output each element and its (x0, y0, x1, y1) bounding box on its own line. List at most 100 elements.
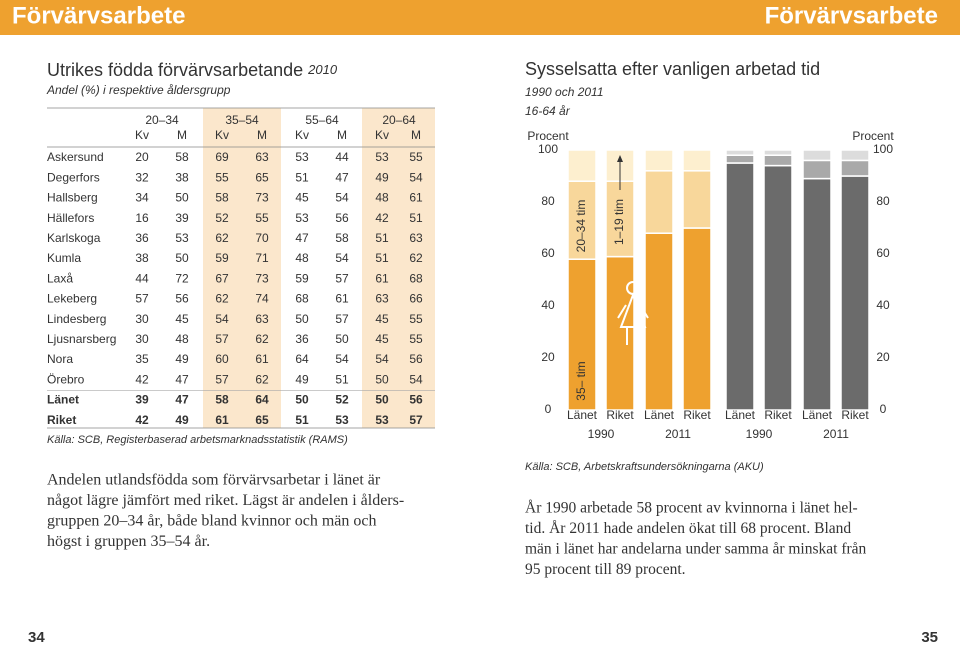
table-cell: 49 (175, 413, 189, 427)
table-cell: 67 (215, 271, 229, 285)
table-cell: 58 (175, 150, 189, 164)
table-cell: 68 (409, 271, 423, 285)
table-cell: 47 (175, 372, 189, 386)
table-cell: 51 (295, 413, 309, 427)
header-bar (0, 0, 960, 35)
row-label: Lekeberg (47, 292, 97, 306)
y2-tick-label: 0 (880, 402, 887, 416)
chart-source: Källa: SCB, Arbetskraftsundersökningarna… (525, 461, 764, 473)
chart-subtitle: 1990 och 2011 (525, 85, 604, 99)
y-axis-label: Procent (527, 129, 569, 143)
x-tick-label: Länet (567, 408, 598, 422)
table-cell: 49 (175, 352, 189, 366)
x-tick-label: Riket (841, 408, 869, 422)
row-label: Ljusnarsberg (47, 332, 116, 346)
bar-segment (682, 170, 712, 229)
label-arrowhead (617, 155, 623, 162)
table-cell: 16 (135, 211, 149, 225)
chart-subtitle2: 16-64 år (525, 104, 571, 118)
bar-segment (802, 159, 832, 180)
segment-label: 20–34 tim (574, 200, 588, 253)
bar-segment (605, 180, 635, 258)
bar-segment (725, 149, 755, 156)
bar-segment (763, 164, 793, 411)
table-cell: 58 (215, 191, 229, 205)
sub-header: M (337, 128, 347, 142)
table-cell: 54 (409, 372, 423, 386)
y-tick-label: 40 (541, 298, 555, 312)
table-cell: 48 (295, 251, 309, 265)
bar-segment (682, 227, 712, 411)
table-cell: 64 (295, 352, 309, 366)
table-cell: 50 (175, 251, 189, 265)
x-tick-label: Riket (764, 408, 792, 422)
table-cell: 53 (375, 150, 389, 164)
bar-segment (682, 149, 712, 172)
table-title-text: Utrikes födda förvärvsarbetande (47, 60, 303, 80)
table-cell: 44 (135, 271, 149, 285)
table-cell: 54 (335, 352, 349, 366)
table-cell: 56 (175, 292, 189, 306)
bar-segment (802, 149, 832, 162)
bar-segment (644, 170, 674, 234)
group-label: 1990 (588, 427, 615, 441)
y2-tick-label: 40 (876, 298, 890, 312)
y2-tick-label: 20 (876, 350, 890, 364)
table-cell: 56 (409, 393, 423, 407)
sub-header: M (257, 128, 267, 142)
y-tick-label: 60 (541, 246, 555, 260)
group-label: 2011 (823, 427, 849, 441)
table-cell: 61 (215, 413, 229, 427)
table-cell: 61 (255, 352, 269, 366)
table-subtitle: Andel (%) i respektive åldersgrupp (46, 83, 231, 97)
bar-segment (605, 255, 635, 411)
table-cell: 59 (215, 251, 229, 265)
table-cell: 51 (335, 372, 349, 386)
table-cell: 38 (135, 251, 149, 265)
table-cell: 53 (175, 231, 189, 245)
table-cell: 60 (215, 352, 229, 366)
table-cell: 54 (335, 191, 349, 205)
header-right: Förvärvsarbete (765, 2, 938, 29)
column-shade (203, 108, 281, 428)
table-cell: 55 (409, 332, 423, 346)
table-cell: 42 (135, 413, 149, 427)
row-label: Länet (47, 393, 79, 407)
bar-segment (840, 175, 870, 411)
table-cell: 30 (135, 332, 149, 346)
table-cell: 54 (335, 251, 349, 265)
chart-title: Sysselsatta efter vanligen arbetad tid (525, 59, 820, 79)
table-cell: 59 (295, 271, 309, 285)
row-label: Askersund (47, 150, 104, 164)
table-cell: 57 (335, 271, 349, 285)
segment-label: 1–19 tim (612, 199, 626, 245)
table-cell: 45 (295, 191, 309, 205)
table-cell: 47 (335, 170, 349, 184)
sub-header: Kv (375, 128, 389, 142)
table-cell: 58 (335, 231, 349, 245)
column-shade (362, 108, 435, 428)
table-cell: 70 (255, 231, 269, 245)
table-cell: 73 (255, 271, 269, 285)
bar-segment (644, 232, 674, 411)
body-text: gruppen 20–34 år, både bland kvinnor och… (47, 513, 377, 530)
x-tick-label: Länet (725, 408, 756, 422)
woman-icon (617, 281, 649, 345)
table-cell: 55 (409, 150, 423, 164)
row-label: Hällefors (47, 211, 94, 225)
group-header: 20–64 (382, 113, 416, 127)
bar-segment (725, 154, 755, 164)
table-year: 2010 (307, 62, 338, 77)
table-cell: 34 (135, 191, 149, 205)
table-cell: 50 (375, 372, 389, 386)
table-cell: 61 (375, 271, 389, 285)
table-cell: 65 (255, 170, 269, 184)
table-source: Källa: SCB, Registerbaserad arbetsmarkna… (47, 434, 348, 446)
group-header: 20–34 (145, 113, 179, 127)
table-cell: 57 (135, 292, 149, 306)
x-tick-label: Riket (606, 408, 634, 422)
table-cell: 73 (255, 191, 269, 205)
table-cell: 53 (335, 413, 349, 427)
table-cell: 35 (135, 352, 149, 366)
